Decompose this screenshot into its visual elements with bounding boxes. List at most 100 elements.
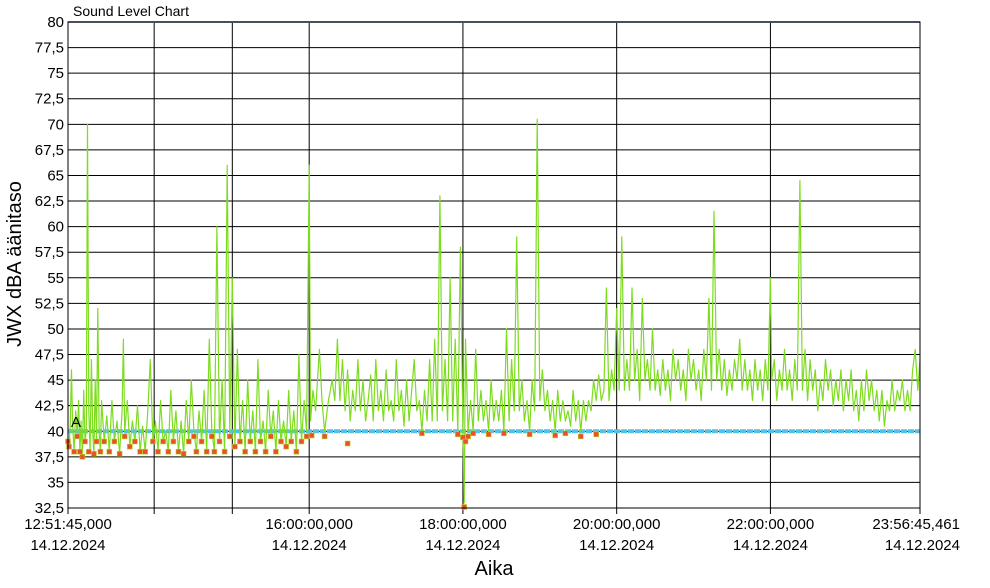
x-tick-time-label: 23:56:45,461 (872, 516, 960, 533)
below-threshold-marker (303, 433, 310, 440)
below-threshold-marker (71, 448, 77, 455)
below-threshold-marker (97, 448, 104, 455)
x-tick-date-label: 14.12.2024 (272, 537, 347, 554)
y-tick-label: 70 (47, 116, 64, 133)
below-threshold-marker (165, 448, 172, 455)
below-threshold-marker (209, 433, 215, 440)
below-threshold-marker (101, 438, 107, 445)
below-threshold-marker (552, 432, 559, 439)
below-threshold-marker (252, 448, 259, 455)
y-tick-label: 32,5 (35, 500, 64, 517)
below-threshold-marker (221, 448, 228, 455)
below-threshold-marker (298, 438, 305, 445)
below-threshold-marker (470, 430, 477, 437)
below-threshold-marker (267, 433, 274, 440)
x-axis-ticks: 12:51:45,000 14.12.2024 16:00:00,000 14.12.… (24, 516, 960, 554)
y-tick-label: 52,5 (35, 295, 64, 312)
below-threshold-marker (501, 430, 507, 437)
below-threshold-marker (180, 450, 187, 457)
x-tick-time-label: 12:51:45,000 (24, 516, 112, 533)
below-threshold-marker (526, 431, 533, 438)
below-threshold-marker (106, 448, 113, 455)
y-tick-label: 72,5 (35, 91, 64, 108)
y-axis-title: JWX dBA äänitaso (4, 181, 26, 347)
below-threshold-marker (211, 448, 218, 455)
series-layer (67, 118, 921, 504)
y-tick-label: 80 (47, 14, 64, 31)
below-threshold-marker (191, 433, 197, 440)
below-threshold-marker (160, 438, 166, 445)
below-threshold-marker (465, 433, 471, 440)
below-threshold-marker (132, 438, 138, 445)
y-tick-label: 67,5 (35, 142, 64, 159)
below-threshold-marker (273, 448, 279, 455)
below-threshold-marker (262, 448, 269, 455)
y-tick-label: 40 (47, 423, 64, 440)
x-tick-time-label: 20:00:00,000 (573, 516, 661, 533)
below-threshold-marker (79, 453, 86, 460)
below-threshold-marker (116, 450, 123, 457)
below-threshold-marker (137, 448, 143, 455)
series-line (67, 118, 921, 504)
below-threshold-marker (170, 438, 177, 445)
below-threshold-marker (562, 430, 569, 437)
below-threshold-marker (462, 438, 469, 445)
below-threshold-marker (77, 448, 83, 455)
y-tick-label: 57,5 (35, 244, 64, 261)
y-tick-label: 77,5 (35, 40, 64, 57)
grid (67, 21, 921, 514)
below-threshold-marker (593, 431, 600, 438)
below-threshold-marker (91, 450, 97, 457)
below-threshold-marker (150, 438, 156, 445)
below-threshold-marker (485, 431, 492, 438)
below-threshold-marker (203, 448, 210, 455)
below-threshold-marker (142, 448, 148, 455)
x-tick-date-label: 14.12.2024 (30, 537, 105, 554)
below-threshold-marker (227, 433, 233, 440)
y-tick-label: 47,5 (35, 347, 64, 364)
x-tick-time-label: 18:00:00,000 (419, 516, 507, 533)
below-threshold-marker (242, 448, 248, 455)
x-tick-date-label: 14.12.2024 (885, 537, 960, 554)
threshold-label: A (71, 414, 81, 431)
below-threshold-marker (288, 438, 295, 445)
below-threshold-marker (232, 443, 238, 450)
y-tick-label: 75 (47, 65, 64, 82)
marker-layer (65, 430, 600, 510)
y-tick-label: 65 (47, 167, 64, 184)
below-threshold-marker (419, 430, 425, 437)
below-threshold-marker (344, 440, 351, 447)
below-threshold-marker (193, 448, 200, 455)
below-threshold-marker (66, 443, 72, 450)
x-axis-title: Aika (475, 558, 515, 580)
y-tick-label: 42,5 (35, 398, 64, 415)
below-threshold-marker (216, 438, 223, 445)
below-threshold-marker (293, 448, 300, 455)
y-tick-label: 35 (47, 474, 64, 491)
y-axis-ticks: 32,5 35 37,5 40 42,5 45 47,5 50 52,5 55 57,5 60 62,5… (35, 14, 64, 517)
below-threshold-marker (86, 448, 92, 455)
below-threshold-marker (82, 438, 88, 445)
below-threshold-marker (198, 438, 205, 445)
below-threshold-marker (121, 433, 128, 440)
x-tick-time-label: 22:00:00,000 (727, 516, 815, 533)
below-threshold-marker (278, 438, 284, 445)
below-threshold-marker (155, 448, 161, 455)
below-threshold-marker (283, 443, 289, 450)
below-threshold-marker (186, 438, 192, 445)
below-threshold-marker (454, 431, 461, 438)
below-threshold-marker (111, 438, 118, 445)
x-tick-date-label: 14.12.2024 (579, 537, 654, 554)
below-threshold-marker (127, 443, 133, 450)
below-threshold-marker (321, 433, 328, 440)
below-threshold-marker (247, 438, 254, 445)
y-tick-label: 37,5 (35, 449, 64, 466)
below-threshold-marker (175, 448, 182, 455)
below-threshold-marker (577, 433, 584, 440)
y-tick-label: 45 (47, 372, 64, 389)
plot-frame (67, 21, 921, 509)
below-threshold-marker (74, 433, 81, 440)
chart-title: Sound Level Chart (73, 3, 189, 19)
x-tick-date-label: 14.12.2024 (733, 537, 808, 554)
